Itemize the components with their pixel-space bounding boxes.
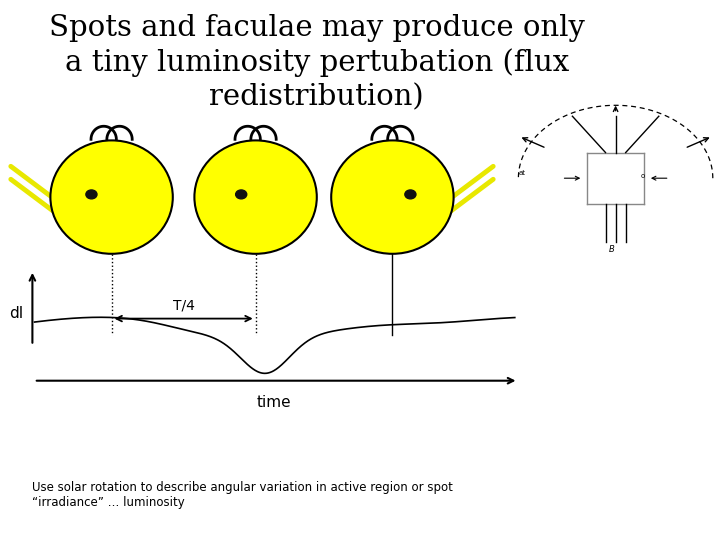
Ellipse shape bbox=[235, 190, 247, 199]
Text: Spots and faculae may produce only
a tiny luminosity pertubation (flux
redistrib: Spots and faculae may produce only a tin… bbox=[49, 14, 585, 112]
Ellipse shape bbox=[86, 190, 97, 199]
Ellipse shape bbox=[50, 140, 173, 254]
Ellipse shape bbox=[194, 140, 317, 254]
Text: time: time bbox=[256, 395, 291, 410]
Text: Use solar rotation to describe angular variation in active region or spot
“irrad: Use solar rotation to describe angular v… bbox=[32, 481, 454, 509]
Ellipse shape bbox=[331, 140, 454, 254]
Text: T/4: T/4 bbox=[173, 298, 194, 312]
Text: at: at bbox=[518, 170, 526, 176]
Ellipse shape bbox=[405, 190, 416, 199]
Text: B: B bbox=[608, 245, 614, 254]
Text: o: o bbox=[641, 172, 645, 179]
Text: dI: dI bbox=[9, 306, 23, 321]
